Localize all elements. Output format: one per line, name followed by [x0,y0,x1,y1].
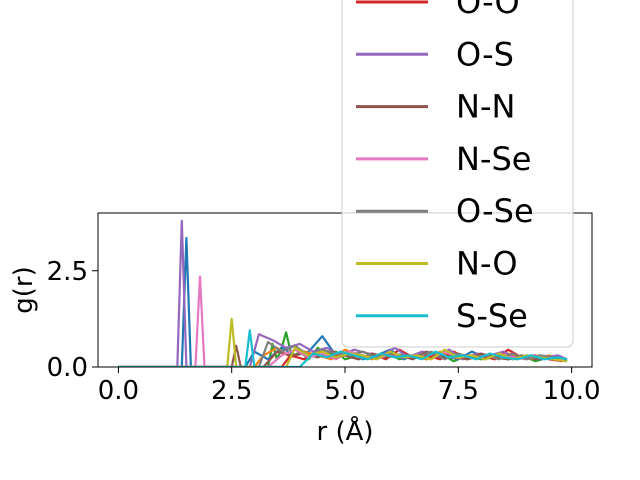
series-line-9 [118,329,568,367]
x-axis-ticks: 0.0 2.5 5.0 7.5 10.0 [98,367,601,406]
legend-label: O-S [456,35,514,73]
y-axis-label: g(r) [9,266,39,313]
legend-label: O-O [456,0,520,21]
legend-box [341,0,574,348]
legend-label: O-Se [456,192,534,230]
legend-entry: O-S [356,35,514,73]
x-tick-label: 0.0 [98,376,139,406]
y-axis-ticks: 0.0 2.5 [47,257,98,383]
legend-label: N-Se [456,140,531,178]
x-tick-label: 2.5 [211,376,252,406]
series-layer [118,219,568,367]
x-axis-label: r (Å) [316,415,373,447]
legend-entry: O-Se [356,192,534,230]
x-tick-label: 5.0 [324,376,365,406]
legend-entry: N-N [356,88,515,126]
legend-label: S-Se [456,297,528,335]
y-tick-label: 2.5 [47,257,88,287]
legend-entry: N-Se [356,140,531,178]
x-tick-label: 10.0 [543,376,601,406]
legend-entry: S-Se [356,297,528,335]
legend-entry: N-O [356,245,518,283]
series-line-5 [118,344,563,367]
legend: O-O O-S N-N N-Se O-Se N-O S-Se [341,0,574,348]
legend-label: N-N [456,88,515,126]
legend-entry: O-O [356,0,520,21]
y-tick-label: 0.0 [47,353,88,383]
x-tick-label: 7.5 [438,376,479,406]
legend-entries: O-O O-S N-N N-Se O-Se N-O S-Se [356,0,534,335]
legend-label: N-O [456,245,518,283]
